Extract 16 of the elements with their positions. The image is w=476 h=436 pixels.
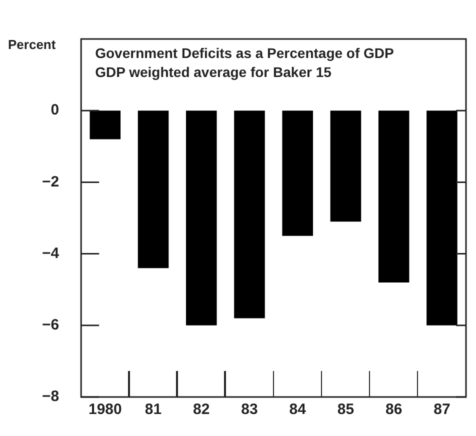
chart-title: Government Deficits as a Percentage of GDP: [95, 44, 394, 61]
x-tick-label: 1980: [88, 401, 122, 418]
y-axis-title: Percent: [8, 37, 56, 52]
x-tick-label: 81: [144, 401, 162, 418]
x-tick-label: 87: [434, 401, 450, 418]
y-tick-label: −6: [42, 316, 60, 334]
x-tick-label: 85: [337, 401, 354, 418]
x-tick-label: 84: [289, 401, 307, 418]
x-tick-label: 86: [385, 401, 402, 418]
y-tick-label: −8: [42, 388, 60, 406]
text: GDP weighted average for Baker 15: [95, 64, 332, 80]
y-tick-label: −4: [42, 244, 60, 262]
x-tick-label: 83: [241, 401, 258, 418]
y-tick-label: −2: [42, 173, 60, 190]
y-tick-label: 0: [50, 102, 60, 119]
x-tick-label: 82: [193, 401, 210, 418]
